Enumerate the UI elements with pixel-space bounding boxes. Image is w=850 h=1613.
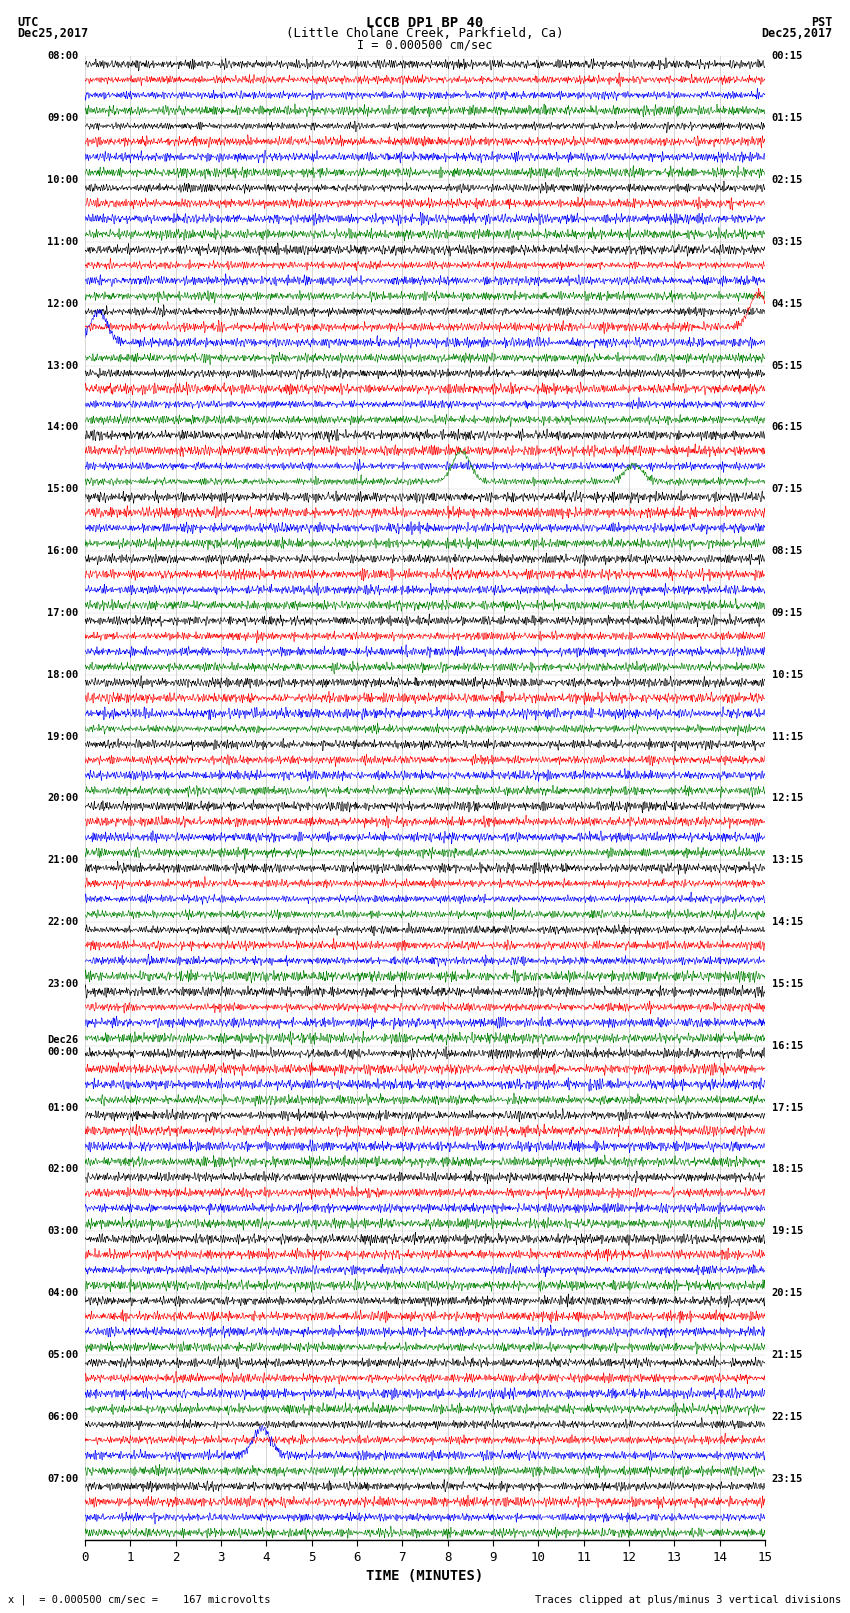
Text: 15:00: 15:00: [47, 484, 78, 494]
Text: PST: PST: [812, 16, 833, 29]
Text: 08:00: 08:00: [47, 52, 78, 61]
Text: 14:15: 14:15: [772, 918, 803, 927]
Text: 19:00: 19:00: [47, 732, 78, 742]
X-axis label: TIME (MINUTES): TIME (MINUTES): [366, 1569, 484, 1584]
Text: 01:00: 01:00: [47, 1103, 78, 1113]
Text: 23:00: 23:00: [47, 979, 78, 989]
Text: 17:00: 17:00: [47, 608, 78, 618]
Text: 04:00: 04:00: [47, 1289, 78, 1298]
Text: 17:15: 17:15: [772, 1103, 803, 1113]
Text: (Little Cholane Creek, Parkfield, Ca): (Little Cholane Creek, Parkfield, Ca): [286, 27, 564, 40]
Text: 03:00: 03:00: [47, 1226, 78, 1236]
Text: LCCB DP1 BP 40: LCCB DP1 BP 40: [366, 16, 484, 31]
Text: 06:15: 06:15: [772, 423, 803, 432]
Text: 14:00: 14:00: [47, 423, 78, 432]
Text: UTC: UTC: [17, 16, 38, 29]
Text: 07:15: 07:15: [772, 484, 803, 494]
Text: 13:00: 13:00: [47, 361, 78, 371]
Text: Traces clipped at plus/minus 3 vertical divisions: Traces clipped at plus/minus 3 vertical …: [536, 1595, 842, 1605]
Text: Dec25,2017: Dec25,2017: [762, 27, 833, 40]
Text: 20:00: 20:00: [47, 794, 78, 803]
Text: 11:00: 11:00: [47, 237, 78, 247]
Text: 21:15: 21:15: [772, 1350, 803, 1360]
Text: 00:15: 00:15: [772, 52, 803, 61]
Text: 06:00: 06:00: [47, 1411, 78, 1421]
Text: 01:15: 01:15: [772, 113, 803, 123]
Text: 12:15: 12:15: [772, 794, 803, 803]
Text: 03:15: 03:15: [772, 237, 803, 247]
Text: 18:15: 18:15: [772, 1165, 803, 1174]
Text: 08:15: 08:15: [772, 547, 803, 556]
Text: 09:15: 09:15: [772, 608, 803, 618]
Text: 19:15: 19:15: [772, 1226, 803, 1236]
Text: 12:00: 12:00: [47, 298, 78, 308]
Text: 16:00: 16:00: [47, 547, 78, 556]
Text: x |  = 0.000500 cm/sec =    167 microvolts: x | = 0.000500 cm/sec = 167 microvolts: [8, 1594, 271, 1605]
Text: 02:00: 02:00: [47, 1165, 78, 1174]
Text: 22:15: 22:15: [772, 1411, 803, 1421]
Text: 09:00: 09:00: [47, 113, 78, 123]
Text: 23:15: 23:15: [772, 1474, 803, 1484]
Text: 18:00: 18:00: [47, 669, 78, 679]
Text: 11:15: 11:15: [772, 732, 803, 742]
Text: 02:15: 02:15: [772, 176, 803, 185]
Text: 04:15: 04:15: [772, 298, 803, 308]
Text: 10:15: 10:15: [772, 669, 803, 679]
Text: 22:00: 22:00: [47, 918, 78, 927]
Text: I = 0.000500 cm/sec: I = 0.000500 cm/sec: [357, 39, 493, 52]
Text: Dec26
00:00: Dec26 00:00: [47, 1036, 78, 1057]
Text: Dec25,2017: Dec25,2017: [17, 27, 88, 40]
Text: 15:15: 15:15: [772, 979, 803, 989]
Text: 05:00: 05:00: [47, 1350, 78, 1360]
Text: 16:15: 16:15: [772, 1040, 803, 1050]
Text: 13:15: 13:15: [772, 855, 803, 865]
Text: 21:00: 21:00: [47, 855, 78, 865]
Text: 20:15: 20:15: [772, 1289, 803, 1298]
Text: 10:00: 10:00: [47, 176, 78, 185]
Text: 07:00: 07:00: [47, 1474, 78, 1484]
Text: 05:15: 05:15: [772, 361, 803, 371]
